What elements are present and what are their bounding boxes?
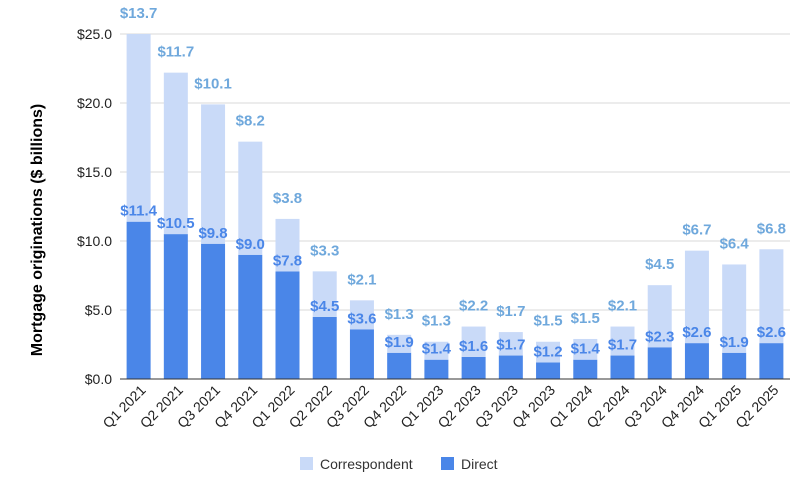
bar-correspondent: [424, 341, 449, 360]
bar-direct: [461, 356, 486, 379]
bar-correspondent: [387, 334, 412, 353]
y-tick-label: $15.0: [77, 164, 112, 180]
bar-direct: [126, 221, 151, 379]
data-label-direct: $1.4: [571, 341, 601, 358]
data-label-correspondent: $6.8: [757, 220, 786, 237]
bars: [126, 34, 784, 379]
bar-direct: [536, 362, 561, 379]
bar-direct: [349, 329, 374, 379]
data-label-direct: $1.7: [496, 337, 525, 354]
data-label-direct: $4.5: [310, 298, 339, 315]
bar-correspondent: [647, 285, 672, 348]
bar-direct: [647, 347, 672, 379]
data-label-direct: $2.6: [757, 324, 786, 341]
data-label-correspondent: $8.2: [236, 113, 265, 130]
legend-swatch-correspondent: [300, 457, 313, 470]
bar-direct: [498, 355, 523, 379]
data-label-correspondent: $1.5: [571, 310, 600, 327]
legend-label-direct: Direct: [461, 456, 498, 472]
data-label-direct: $7.8: [273, 252, 302, 269]
data-label-correspondent: $2.1: [608, 298, 637, 315]
data-label-correspondent: $1.5: [533, 313, 562, 330]
data-label-correspondent: $11.7: [157, 44, 194, 61]
data-label-direct: $1.4: [422, 341, 452, 358]
bar-correspondent: [201, 104, 226, 244]
data-label-direct: $2.3: [645, 328, 674, 345]
bar-direct: [573, 359, 598, 379]
data-label-direct: $11.4: [120, 203, 157, 220]
legend-label-correspondent: Correspondent: [320, 456, 413, 472]
legend-swatch-direct: [441, 457, 454, 470]
data-label-direct: $1.7: [608, 337, 637, 354]
data-label-correspondent: $4.5: [645, 256, 674, 273]
bar-correspondent: [349, 300, 374, 330]
bar-direct: [275, 271, 300, 379]
bar-correspondent: [573, 338, 598, 360]
bar-correspondent: [275, 218, 300, 272]
y-tick-label: $5.0: [85, 302, 112, 318]
data-label-direct: $2.6: [682, 324, 711, 341]
gridlines: [120, 33, 790, 311]
bar-direct: [238, 254, 263, 379]
y-tick-label: $10.0: [77, 233, 112, 249]
y-tick-label: $20.0: [77, 95, 112, 111]
data-labels: $11.4 $13.7 $10.5 $11.7 $9.8 $10.1 $9.0 $8.2 $7.…: [120, 5, 786, 360]
bar-correspondent: [238, 141, 263, 255]
y-tick-label: $0.0: [85, 371, 112, 387]
bar-direct: [201, 243, 226, 379]
bar-direct: [312, 316, 337, 379]
data-label-correspondent: $10.1: [194, 75, 232, 92]
y-tick-label: $25.0: [77, 26, 112, 42]
bar-direct: [163, 234, 188, 379]
bar-correspondent: [684, 250, 709, 344]
bar-direct: [684, 343, 709, 379]
bar-correspondent: [498, 332, 523, 356]
legend: Correspondent Direct: [300, 456, 498, 472]
data-label-correspondent: $1.3: [385, 306, 414, 323]
bar-direct: [759, 343, 784, 379]
data-label-correspondent: $2.2: [459, 298, 488, 315]
y-axis-ticks: $0.0 $5.0 $10.0 $15.0 $20.0 $25.0: [77, 26, 112, 387]
bar-correspondent: [312, 271, 337, 317]
bar-direct: [387, 352, 412, 379]
bar-correspondent: [461, 326, 486, 357]
data-label-correspondent: $6.7: [682, 222, 711, 239]
data-label-direct: $9.8: [198, 225, 227, 242]
data-label-direct: $9.0: [236, 236, 265, 253]
data-label-correspondent: $6.4: [720, 235, 750, 252]
data-label-correspondent: $3.8: [273, 190, 302, 207]
bar-correspondent: [759, 249, 784, 344]
data-label-direct: $3.6: [347, 310, 376, 327]
data-label-direct: $1.9: [720, 334, 749, 351]
data-label-direct: $10.5: [157, 215, 195, 232]
data-label-direct: $1.9: [385, 334, 414, 351]
data-label-correspondent: $13.7: [120, 5, 158, 22]
data-label-correspondent: $1.7: [496, 303, 525, 320]
data-label-correspondent: $2.1: [347, 271, 376, 288]
data-label-direct: $1.6: [459, 338, 488, 355]
bar-correspondent: [722, 264, 747, 353]
y-axis-label: Mortgage originations ($ billions): [29, 104, 46, 356]
bar-correspondent: [126, 34, 151, 222]
bar-direct: [722, 352, 747, 379]
data-label-correspondent: $3.3: [310, 242, 339, 259]
bar-correspondent: [163, 72, 188, 235]
data-label-correspondent: $1.3: [422, 313, 451, 330]
data-label-direct: $1.2: [533, 343, 562, 360]
bar-correspondent: [536, 341, 561, 363]
bar-direct: [424, 359, 449, 379]
bar-direct: [610, 355, 635, 379]
bar-correspondent: [610, 326, 635, 356]
